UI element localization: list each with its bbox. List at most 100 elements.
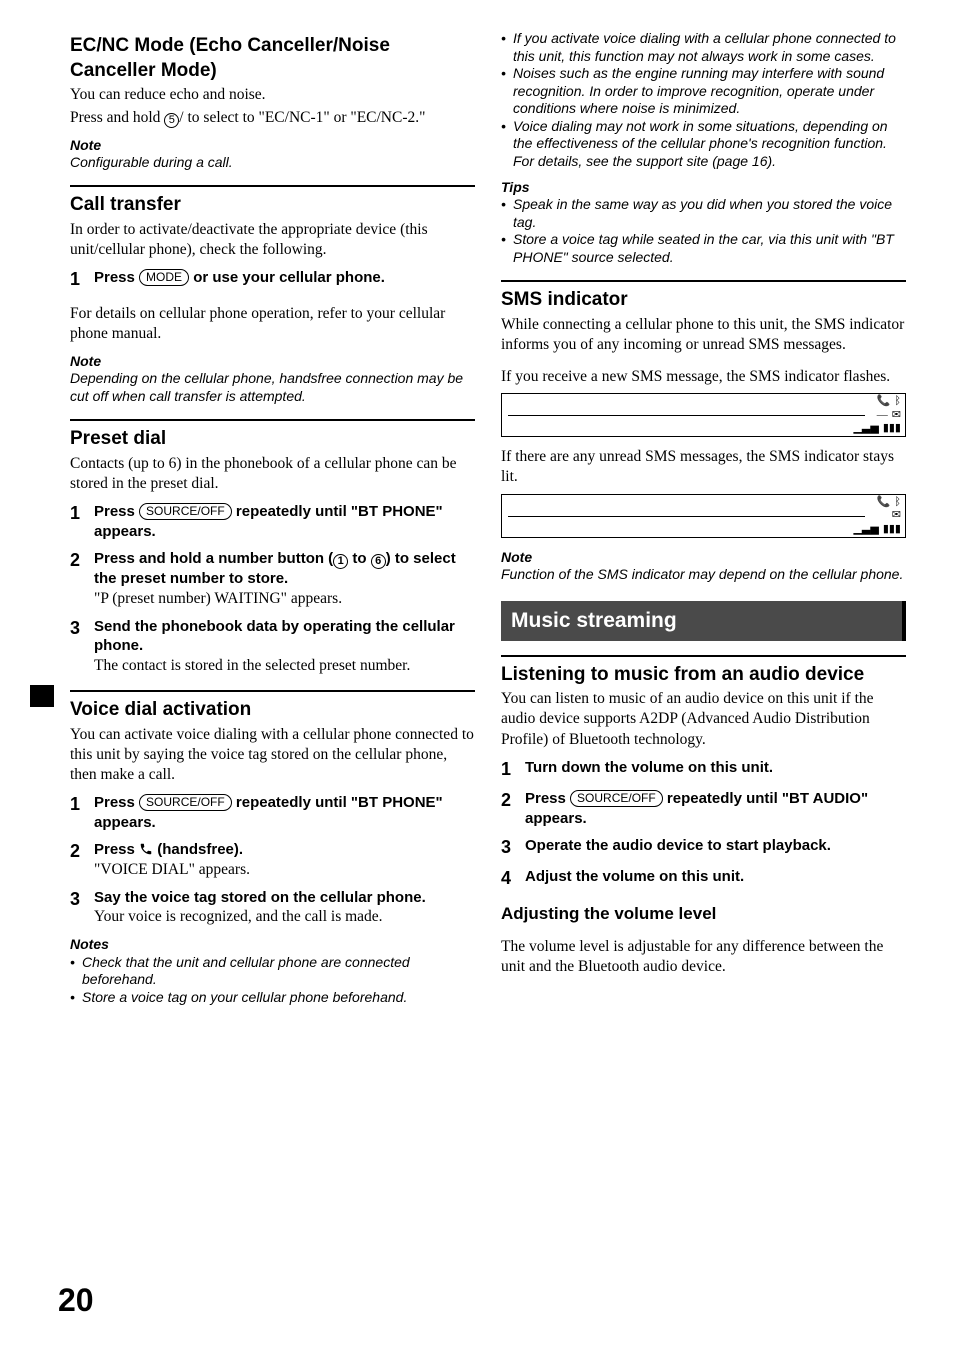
text: Press bbox=[94, 794, 139, 811]
divider bbox=[70, 690, 475, 692]
step-text: Send the phonebook data by operating the… bbox=[94, 617, 475, 676]
ecnc-p1: You can reduce echo and noise. bbox=[70, 85, 475, 105]
mode-key-icon: MODE bbox=[139, 269, 189, 286]
sms-display-flash: 📞ᛒ — ✉ ▁▃▅ ▮▮▮ bbox=[501, 393, 906, 437]
source-key-icon: SOURCE/OFF bbox=[139, 503, 232, 520]
divider bbox=[70, 419, 475, 421]
listen-title: Listening to music from an audio device bbox=[501, 663, 906, 688]
tips-list: Speak in the same way as you did when yo… bbox=[501, 196, 906, 266]
tip-item: Store a voice tag while seated in the ca… bbox=[501, 231, 906, 266]
battery-icon: ▮▮▮ bbox=[883, 423, 901, 434]
bluetooth-icon: ᛒ bbox=[894, 497, 901, 508]
step-number: 2 bbox=[70, 840, 94, 880]
step-number: 1 bbox=[70, 268, 94, 291]
note-body: Configurable during a call. bbox=[70, 154, 475, 172]
step: 3 Say the voice tag stored on the cellul… bbox=[70, 888, 475, 928]
tip-item: Speak in the same way as you did when yo… bbox=[501, 196, 906, 231]
note-body: Function of the SMS indicator may depend… bbox=[501, 566, 906, 584]
text: Press and hold a number button ( bbox=[94, 550, 333, 567]
step: 2 Press SOURCE/OFF repeatedly until "BT … bbox=[501, 789, 906, 828]
step-text: Press SOURCE/OFF repeatedly until "BT PH… bbox=[94, 502, 475, 541]
note-head: Note bbox=[70, 352, 475, 370]
sms-title: SMS indicator bbox=[501, 288, 906, 313]
text: or use your cellular phone. bbox=[189, 269, 385, 286]
source-key-icon: SOURCE/OFF bbox=[570, 790, 663, 807]
key-6-icon: 6 bbox=[371, 554, 386, 569]
note-item: Check that the unit and cellular phone a… bbox=[70, 954, 475, 989]
step-number: 2 bbox=[501, 789, 525, 828]
step: 1 Turn down the volume on this unit. bbox=[501, 758, 906, 781]
ecnc-p2: Press and hold 5/ to select to "EC/NC-1"… bbox=[70, 108, 475, 128]
phone-icon: 📞 bbox=[877, 497, 891, 508]
divider bbox=[70, 185, 475, 187]
step-number: 2 bbox=[70, 549, 94, 609]
text: The contact is stored in the selected pr… bbox=[94, 656, 475, 676]
step-text: Press (handsfree). "VOICE DIAL" appears. bbox=[94, 840, 475, 880]
preset-p1: Contacts (up to 6) in the phonebook of a… bbox=[70, 454, 475, 494]
bluetooth-icon: ᛒ bbox=[894, 396, 901, 407]
text: Press bbox=[94, 503, 139, 520]
step-text: Press SOURCE/OFF repeatedly until "BT AU… bbox=[525, 789, 906, 828]
step: 1 Press SOURCE/OFF repeatedly until "BT … bbox=[70, 793, 475, 832]
envelope-icon: ✉ bbox=[892, 410, 901, 421]
note-item: If you activate voice dialing with a cel… bbox=[501, 30, 906, 65]
sms-p2: If you receive a new SMS message, the SM… bbox=[501, 367, 906, 387]
signal-icon: ▁▃▅ bbox=[853, 524, 878, 535]
battery-icon: ▮▮▮ bbox=[883, 524, 901, 535]
note-body: Depending on the cellular phone, handsfr… bbox=[70, 370, 475, 405]
text: Say the voice tag stored on the cellular… bbox=[94, 888, 475, 908]
step-result: "P (preset number) WAITING" appears. bbox=[94, 589, 475, 609]
notes-head: Notes bbox=[70, 935, 475, 953]
text: Send the phonebook data by operating the… bbox=[94, 617, 475, 656]
step: 3 Operate the audio device to start play… bbox=[501, 836, 906, 859]
step-text: Press MODE or use your cellular phone. bbox=[94, 268, 475, 291]
step-text: Press and hold a number button (1 to 6) … bbox=[94, 549, 475, 609]
music-banner: Music streaming bbox=[501, 601, 906, 640]
step: 1 Press MODE or use your cellular phone. bbox=[70, 268, 475, 291]
text: Press bbox=[94, 269, 139, 286]
tips-head: Tips bbox=[501, 178, 906, 196]
listen-p1: You can listen to music of an audio devi… bbox=[501, 689, 906, 749]
step-number: 3 bbox=[70, 617, 94, 676]
phone-icon: 📞 bbox=[877, 396, 891, 407]
source-key-icon: SOURCE/OFF bbox=[139, 794, 232, 811]
divider bbox=[501, 280, 906, 282]
key-1-icon: 1 bbox=[333, 554, 348, 569]
step: 2 Press and hold a number button (1 to 6… bbox=[70, 549, 475, 609]
step-number: 4 bbox=[501, 867, 525, 890]
page-number: 20 bbox=[58, 1280, 94, 1322]
right-column: If you activate voice dialing with a cel… bbox=[501, 30, 906, 1006]
envelope-icon: ✉ bbox=[892, 510, 901, 521]
note-item: Voice dialing may not work in some situa… bbox=[501, 118, 906, 171]
step: 4 Adjust the volume on this unit. bbox=[501, 867, 906, 890]
step-number: 1 bbox=[70, 502, 94, 541]
page: EC/NC Mode (Echo Canceller/Noise Cancell… bbox=[30, 30, 906, 1340]
note-head: Note bbox=[70, 136, 475, 154]
calltransfer-p1: In order to activate/deactivate the appr… bbox=[70, 220, 475, 260]
sms-display-lit: 📞ᛒ ✉ ▁▃▅ ▮▮▮ bbox=[501, 494, 906, 538]
step-number: 3 bbox=[70, 888, 94, 928]
text: / to select to "EC/NC-1" or "EC/NC-2." bbox=[179, 109, 425, 126]
step-result: "VOICE DIAL" appears. bbox=[94, 860, 475, 880]
calltransfer-title: Call transfer bbox=[70, 193, 475, 218]
text: Your voice is recognized, and the call i… bbox=[94, 907, 475, 927]
handsfree-icon bbox=[139, 842, 153, 856]
text: (handsfree). bbox=[153, 841, 243, 858]
ecnc-title: EC/NC Mode (Echo Canceller/Noise Cancell… bbox=[70, 34, 475, 83]
step: 1 Press SOURCE/OFF repeatedly until "BT … bbox=[70, 502, 475, 541]
calltransfer-p2: For details on cellular phone operation,… bbox=[70, 304, 475, 344]
divider bbox=[501, 655, 906, 657]
thumb-tab bbox=[30, 685, 54, 707]
left-column: EC/NC Mode (Echo Canceller/Noise Cancell… bbox=[30, 30, 475, 1006]
text: to bbox=[348, 550, 371, 567]
note-head: Note bbox=[501, 548, 906, 566]
dash-icon: — bbox=[877, 410, 888, 421]
step-number: 3 bbox=[501, 836, 525, 859]
top-notes-list: If you activate voice dialing with a cel… bbox=[501, 30, 906, 170]
step: 3 Send the phonebook data by operating t… bbox=[70, 617, 475, 676]
key-5-icon: 5 bbox=[164, 113, 179, 128]
signal-icon: ▁▃▅ bbox=[853, 423, 878, 434]
voice-p1: You can activate voice dialing with a ce… bbox=[70, 725, 475, 785]
text: Press bbox=[94, 841, 139, 858]
note-item: Store a voice tag on your cellular phone… bbox=[70, 989, 475, 1007]
